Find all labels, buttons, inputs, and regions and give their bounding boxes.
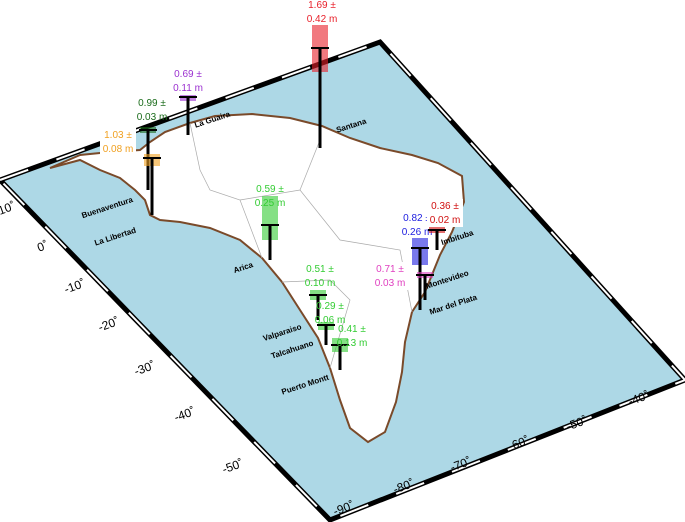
value-label: 0.41 ±: [338, 324, 366, 335]
error-label: 0.08 m: [103, 144, 134, 155]
value-label: 0.82 ±: [403, 213, 431, 224]
lat-label: -20˚: [96, 314, 121, 334]
error-label: 0.02 m: [430, 215, 461, 226]
value-label: 1.69 ±: [308, 0, 336, 11]
value-label: 0.69 ±: [174, 69, 202, 80]
error-label: 0.10 m: [305, 278, 336, 289]
lon-label: -80˚: [391, 476, 416, 496]
lon-label: -50˚: [564, 413, 589, 433]
uncertainty-box: [262, 196, 278, 240]
lat-label: 10˚: [0, 199, 17, 218]
lat-label: 0˚: [35, 238, 50, 255]
error-label: 0.11 m: [173, 83, 203, 94]
error-label: 0.06 m: [315, 315, 346, 326]
error-label: 0.26 m: [402, 227, 433, 238]
lon-label: -60˚: [506, 433, 531, 453]
label-bg: [100, 128, 136, 156]
error-label: 0.03 m: [375, 278, 406, 289]
lat-label: -10˚: [62, 276, 87, 296]
lon-label: -90˚: [331, 498, 356, 518]
error-label: 0.42 m: [307, 14, 338, 25]
value-label: 0.29 ±: [316, 301, 344, 312]
value-label: 0.59 ±: [256, 184, 284, 195]
lat-label: -30˚: [132, 358, 157, 378]
value-label: 0.99 ±: [138, 98, 166, 109]
label-bg: [372, 262, 408, 290]
lat-label: -50˚: [220, 456, 245, 476]
value-label: 0.71 ±: [376, 264, 404, 275]
label-bg: [427, 199, 463, 227]
value-label: 1.03 ±: [104, 130, 132, 141]
error-label: 0.03 m: [137, 112, 168, 123]
error-label: 0.25 m: [255, 198, 286, 209]
frame-ticks: [0, 40, 685, 522]
lat-label: -40˚: [172, 404, 197, 424]
axis-labels: 10˚ 0˚ -10˚ -20˚ -30˚ -40˚ -50˚ -90˚ -80˚ -70˚ -60…: [0, 199, 651, 519]
value-label: 0.51 ±: [306, 264, 334, 275]
lon-label: -40˚: [626, 388, 651, 408]
lon-label: -70˚: [448, 454, 473, 474]
value-label: 0.36 ±: [431, 201, 459, 212]
error-label: 0.13 m: [337, 338, 368, 349]
